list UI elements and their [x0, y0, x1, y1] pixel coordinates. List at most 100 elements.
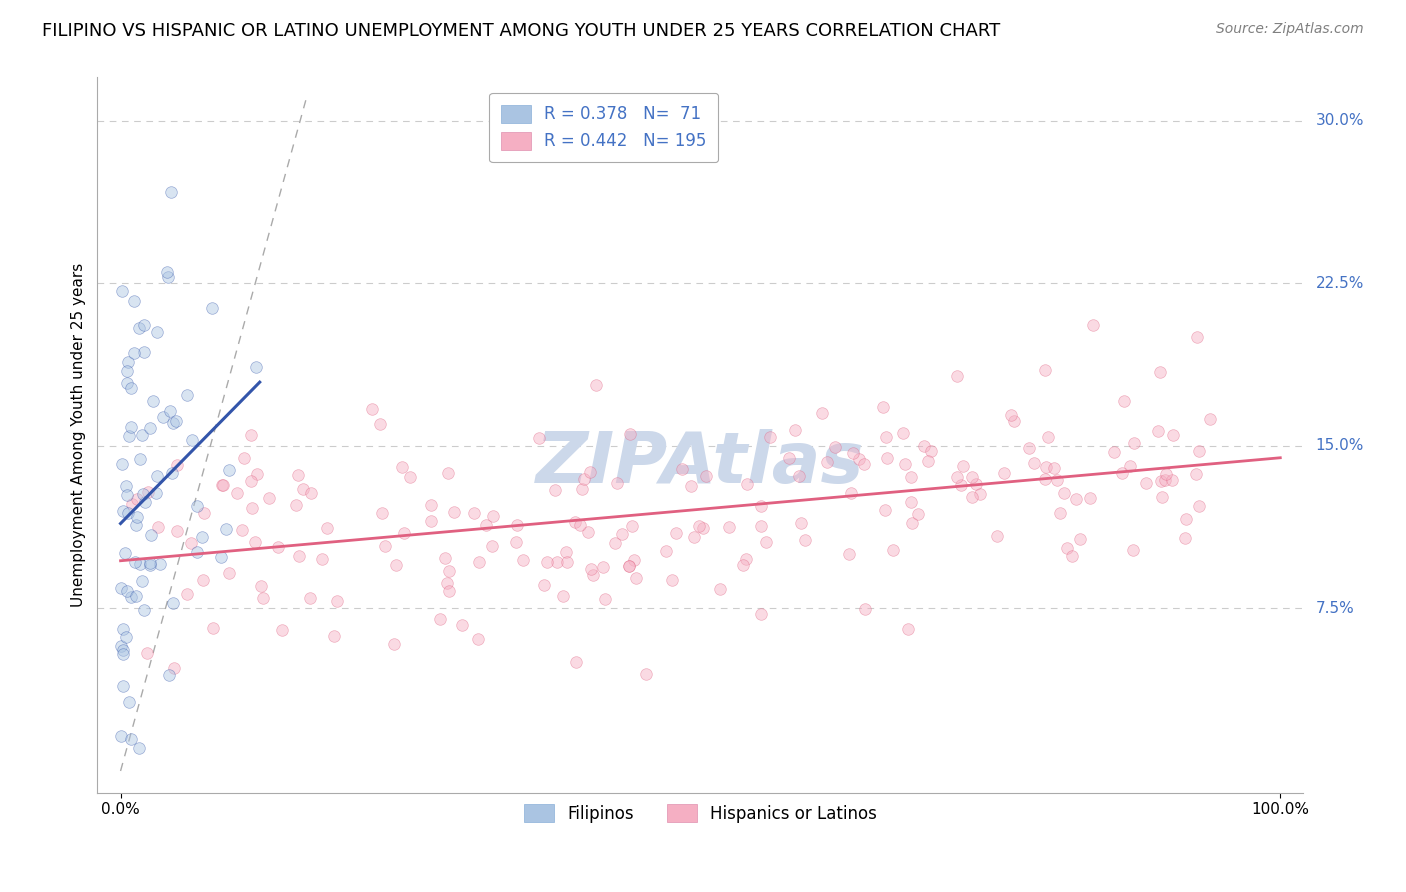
Point [1122, 435, 1144, 450]
Point [111, 623, 134, 637]
Point [787, 469, 810, 483]
Point [579, 562, 602, 576]
Point [946, 369, 969, 384]
Point [139, 528, 162, 542]
Point [115, 584, 138, 599]
Point [564, 515, 586, 529]
Point [242, 501, 264, 516]
Point [110, 639, 132, 653]
Text: ZIPAtlas: ZIPAtlas [536, 429, 865, 498]
Point [437, 583, 460, 598]
Point [176, 388, 198, 402]
Point [568, 517, 591, 532]
Point [1135, 476, 1157, 491]
Point [872, 401, 894, 415]
Point [709, 582, 731, 597]
Point [114, 546, 136, 560]
Point [734, 552, 756, 566]
Point [1102, 445, 1125, 459]
Point [1111, 466, 1133, 480]
Point [900, 494, 922, 508]
Point [162, 596, 184, 610]
Point [117, 506, 139, 520]
Point [120, 591, 142, 605]
Y-axis label: Unemployment Among Youth under 25 years: Unemployment Among Youth under 25 years [72, 263, 86, 607]
Point [145, 486, 167, 500]
Point [437, 466, 460, 480]
Point [136, 646, 159, 660]
Point [190, 530, 212, 544]
Point [681, 479, 703, 493]
Point [1149, 365, 1171, 379]
Point [853, 601, 876, 615]
Point [162, 661, 184, 675]
Point [581, 567, 603, 582]
Point [245, 359, 267, 374]
Point [1043, 461, 1066, 475]
Point [468, 555, 491, 569]
Point [284, 498, 307, 512]
Point [794, 533, 817, 547]
Point [463, 506, 485, 520]
Point [124, 346, 146, 360]
Point [1185, 467, 1208, 482]
Point [1188, 443, 1211, 458]
Point [920, 443, 942, 458]
Point [166, 458, 188, 472]
Point [114, 630, 136, 644]
Point [986, 529, 1008, 543]
Point [894, 457, 917, 471]
Point [731, 558, 754, 572]
Point [695, 468, 717, 483]
Point [142, 394, 165, 409]
Point [146, 325, 169, 339]
Point [240, 427, 263, 442]
Point [901, 516, 924, 531]
Point [136, 484, 159, 499]
Point [420, 514, 443, 528]
Point [160, 466, 183, 480]
Point [1024, 456, 1046, 470]
Point [128, 740, 150, 755]
Point [891, 425, 914, 440]
Point [298, 591, 321, 606]
Point [159, 404, 181, 418]
Point [1083, 318, 1105, 332]
Point [505, 534, 527, 549]
Point [131, 574, 153, 588]
Point [1018, 441, 1040, 455]
Point [181, 433, 204, 447]
Point [873, 503, 896, 517]
Point [606, 475, 628, 490]
Point [612, 526, 634, 541]
Point [1060, 549, 1083, 563]
Point [120, 732, 142, 747]
Point [1035, 459, 1057, 474]
Point [512, 552, 534, 566]
Point [789, 516, 811, 531]
Point [735, 477, 758, 491]
Point [749, 607, 772, 622]
Point [120, 419, 142, 434]
Point [436, 576, 458, 591]
Point [299, 486, 322, 500]
Point [165, 414, 187, 428]
Point [368, 417, 391, 431]
Point [585, 378, 607, 392]
Point [655, 544, 678, 558]
Point [595, 591, 617, 606]
Point [1154, 467, 1177, 481]
Point [897, 623, 920, 637]
Point [950, 478, 973, 492]
Point [385, 558, 408, 572]
Point [419, 498, 441, 512]
Point [118, 429, 141, 443]
Point [574, 472, 596, 486]
Point [209, 550, 232, 565]
Point [467, 632, 489, 646]
Point [110, 729, 132, 743]
Point [688, 519, 710, 533]
Point [128, 321, 150, 335]
Point [815, 455, 838, 469]
Point [578, 465, 600, 479]
